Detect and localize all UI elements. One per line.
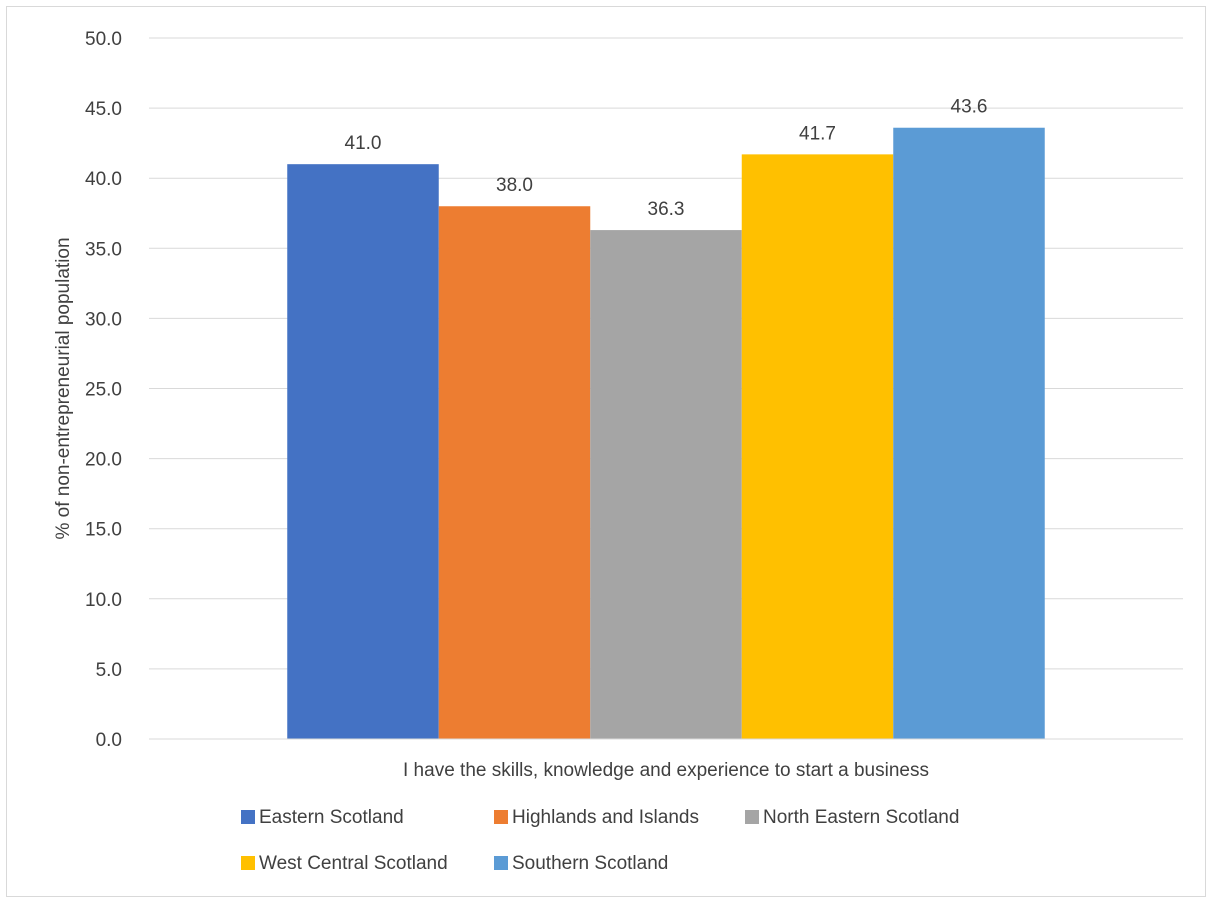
y-axis-ticks: 0.0 5.0 10.0 15.0 20.0 25.0 30.0 35.0 40.0 45.0 50… — [85, 29, 122, 751]
legend: Eastern Scotland Highlands and Islands Nor… — [241, 807, 959, 874]
bar — [287, 164, 439, 739]
bar-chart: 0.0 5.0 10.0 15.0 20.0 25.0 30.0 35.0 40.0 45.0 50… — [53, 29, 1183, 874]
legend-item: Highlands and Islands — [494, 807, 699, 828]
data-labels: 41.0 38.0 36.3 41.7 43.6 — [345, 97, 988, 220]
y-tick-label: 30.0 — [85, 309, 122, 330]
legend-item: West Central Scotland — [241, 853, 448, 874]
legend-swatch — [494, 856, 508, 870]
y-axis-title: % of non-entrepreneurial population — [53, 237, 74, 539]
legend-swatch — [241, 856, 255, 870]
legend-item: North Eastern Scotland — [745, 807, 959, 828]
legend-label: Highlands and Islands — [512, 807, 699, 828]
legend-label: Eastern Scotland — [259, 807, 404, 828]
y-tick-label: 10.0 — [85, 590, 122, 611]
y-tick-label: 45.0 — [85, 99, 122, 120]
y-tick-label: 25.0 — [85, 380, 122, 401]
legend-item: Eastern Scotland — [241, 807, 404, 828]
bar — [590, 230, 742, 739]
data-label: 38.0 — [496, 175, 533, 196]
legend-swatch — [745, 810, 759, 824]
data-label: 41.7 — [799, 123, 836, 144]
data-label: 41.0 — [345, 133, 382, 154]
x-axis-category-label: I have the skills, knowledge and experie… — [403, 760, 929, 781]
legend-label: North Eastern Scotland — [763, 807, 959, 828]
y-tick-label: 5.0 — [96, 660, 122, 681]
y-tick-label: 20.0 — [85, 450, 122, 471]
y-tick-label: 0.0 — [96, 730, 122, 751]
data-label: 43.6 — [951, 97, 988, 118]
bars — [287, 127, 1045, 740]
bar — [893, 127, 1045, 739]
data-label: 36.3 — [648, 199, 685, 220]
bar — [438, 206, 591, 740]
legend-item: Southern Scotland — [494, 853, 668, 874]
legend-swatch — [494, 810, 508, 824]
legend-swatch — [241, 810, 255, 824]
bar — [741, 154, 894, 740]
y-tick-label: 15.0 — [85, 520, 122, 541]
y-tick-label: 50.0 — [85, 29, 122, 50]
legend-label: Southern Scotland — [512, 853, 668, 874]
y-tick-label: 35.0 — [85, 239, 122, 260]
legend-label: West Central Scotland — [259, 853, 448, 874]
y-tick-label: 40.0 — [85, 169, 122, 190]
chart-frame: 0.0 5.0 10.0 15.0 20.0 25.0 30.0 35.0 40.0 45.0 50… — [6, 6, 1206, 897]
